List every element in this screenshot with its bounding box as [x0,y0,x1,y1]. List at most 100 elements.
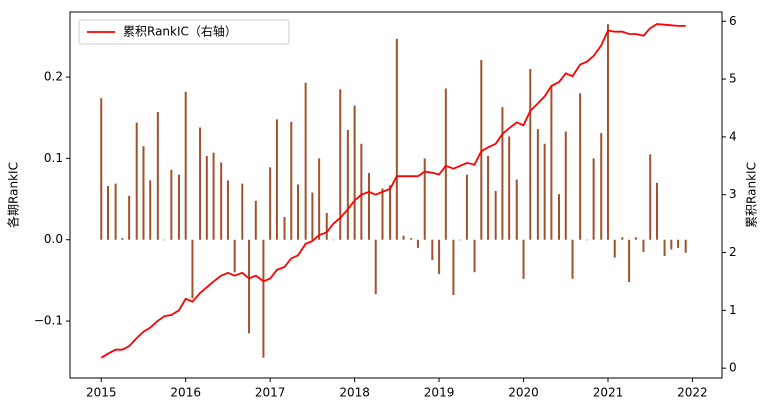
bar [205,155,208,240]
bar [262,239,265,358]
bar [389,185,392,240]
bar [634,237,637,240]
bar [459,239,462,241]
bar [367,173,370,240]
y2-tick-label: 6 [729,14,737,28]
bar [600,133,603,240]
bar [128,195,131,240]
bar [226,180,229,240]
bar [177,174,180,240]
bar [191,239,194,299]
bar [135,122,138,240]
bar [416,239,419,248]
bar [374,239,377,295]
bar [360,143,363,240]
y-axis-label: 各期RankIC [6,162,21,228]
bar [254,200,257,240]
y2-tick-label: 4 [729,129,737,143]
bar [564,131,567,240]
bar [332,239,335,241]
bar [107,186,110,240]
bar [156,112,159,240]
bar [579,93,582,240]
bar [233,239,236,273]
x-tick-label: 2022 [677,386,708,400]
x-tick-label: 2016 [170,386,201,400]
y2-tick-label: 5 [729,72,737,86]
y-tick-label: 0.0 [44,232,63,246]
bar [199,127,202,240]
bar [346,129,349,240]
bar [121,238,124,240]
bar [684,239,687,253]
bar [473,239,476,273]
legend-label: 累积RankIC（右轴） [123,24,237,39]
bar [529,68,532,240]
bar [114,183,117,240]
y2-tick-label: 3 [729,187,737,201]
y-tick-label: 0.1 [44,151,63,165]
bar [536,129,539,240]
bar [275,119,278,240]
bar [494,190,497,240]
bar [283,216,286,240]
bar [621,237,624,240]
y-tick-label: 0.2 [44,70,63,84]
bar [649,154,652,240]
bar [290,121,293,240]
bar [410,238,413,240]
bar [212,152,215,240]
bar [220,162,223,240]
plot-frame [69,11,723,379]
bar [297,184,300,240]
legend-box [78,19,290,45]
x-tick-label: 2019 [424,386,455,400]
bar [508,136,511,240]
bar [318,158,321,240]
bar [480,59,483,240]
bar [163,239,166,241]
bar [353,105,356,240]
bar [184,91,187,240]
y2-tick-label: 1 [729,303,737,317]
bar [149,180,152,240]
y-tick-label: −0.1 [34,314,63,328]
bar [170,169,173,240]
x-tick-label: 2018 [339,386,370,400]
bar [241,183,244,240]
bar [613,239,616,258]
bar [381,188,384,240]
x-tick-label: 2020 [508,386,539,400]
bar [325,212,328,240]
bar [423,158,426,240]
y2-axis-label: 累积RankIC [745,162,759,228]
bar [677,239,680,248]
bar [311,192,314,240]
bar [501,107,504,240]
bar [628,239,631,283]
x-tick-label: 2021 [593,386,624,400]
bar [571,239,574,279]
bar [670,239,673,250]
y2-tick-label: 2 [729,245,737,259]
x-tick-label: 2015 [86,386,117,400]
bar [438,239,441,274]
bar [402,235,405,240]
y2-tick-label: 0 [729,361,737,375]
bar [269,167,272,240]
bar [655,182,658,240]
bar [431,239,434,261]
bar [592,158,595,240]
bar [465,174,468,240]
bar [444,88,447,240]
bar [142,146,145,240]
bar [304,82,307,240]
bar [585,239,588,241]
bar [558,194,560,240]
bar [543,143,546,240]
line [100,23,686,359]
bar [248,239,251,334]
bar [100,98,103,240]
bar [515,179,518,240]
